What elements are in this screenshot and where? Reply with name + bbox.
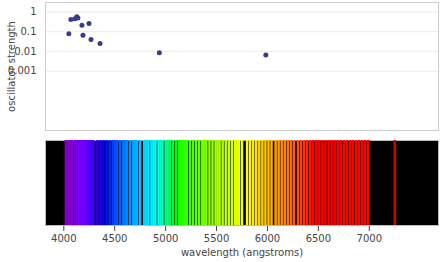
svg-text:0.001: 0.001 <box>7 65 37 77</box>
svg-text:6500: 6500 <box>306 233 331 244</box>
svg-text:5000: 5000 <box>153 233 178 244</box>
svg-text:4500: 4500 <box>102 233 127 244</box>
svg-text:wavelength (angstroms): wavelength (angstroms) <box>181 247 303 258</box>
svg-text:5500: 5500 <box>204 233 229 244</box>
svg-text:0.01: 0.01 <box>14 46 36 57</box>
svg-text:1: 1 <box>30 6 36 17</box>
svg-text:7000: 7000 <box>357 233 382 244</box>
svg-text:4000: 4000 <box>51 233 76 244</box>
svg-text:oscillator strength: oscillator strength <box>6 21 17 112</box>
svg-text:0.1: 0.1 <box>21 26 37 37</box>
svg-text:6000: 6000 <box>255 233 280 244</box>
